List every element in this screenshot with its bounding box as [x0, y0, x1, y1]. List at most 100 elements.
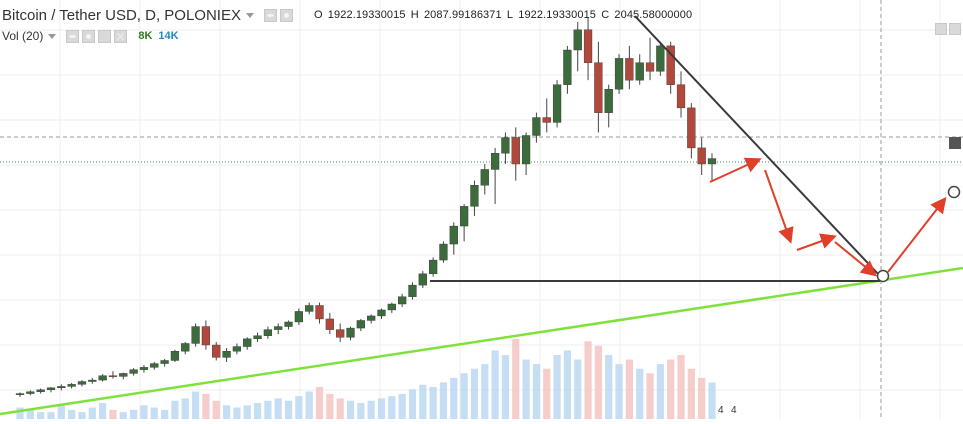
volume-bar [326, 393, 334, 419]
volume-bar [605, 355, 613, 419]
candle-body [232, 346, 242, 352]
candle-body [449, 225, 458, 245]
volume-bar [233, 407, 241, 419]
volume-bar [222, 405, 231, 419]
volume-bar [315, 387, 324, 419]
candle-body [398, 296, 407, 305]
volume-bar [574, 359, 582, 419]
candle-body [346, 327, 355, 338]
symbol-title[interactable]: Bitcoin / Tether USD, D, POLONIEX [2, 6, 241, 24]
close-icon[interactable] [114, 29, 128, 43]
descending-trendline [634, 15, 881, 277]
candle-body [129, 369, 138, 374]
volume-indicator-name[interactable]: Vol (20) [2, 29, 44, 43]
target-point [876, 269, 890, 283]
volume-bar [47, 412, 55, 419]
candle-body [139, 367, 149, 370]
candle-body [67, 384, 76, 387]
candle-body [542, 117, 551, 123]
candle-body [583, 29, 593, 63]
volume-bar [129, 409, 138, 419]
candle-body [563, 49, 572, 85]
low-value: 1922.19330015 [518, 9, 597, 21]
gear-icon[interactable] [279, 8, 293, 22]
candle-body [459, 206, 469, 227]
close-label: C [601, 9, 610, 21]
candle-body [108, 375, 118, 377]
settings-icon[interactable] [98, 29, 112, 43]
volume-bar [677, 355, 685, 419]
eye-icon[interactable] [66, 29, 80, 43]
candle-body [521, 135, 531, 165]
gear-icon[interactable] [82, 29, 96, 43]
candle-body [150, 363, 159, 368]
volume-scale-label: 4 [718, 405, 724, 416]
chevron-down-icon[interactable] [245, 12, 254, 18]
volume-bar [656, 364, 664, 419]
candle-body [305, 305, 314, 312]
volume-bar [584, 341, 592, 419]
chevron-down-icon[interactable] [48, 33, 57, 39]
volume-bar [553, 355, 561, 419]
volume-bar [99, 403, 107, 419]
volume-bar [532, 364, 541, 419]
trend-drawings [0, 15, 963, 416]
volume-bar [68, 409, 76, 419]
candle-body [532, 117, 541, 136]
volume-bar [284, 400, 293, 419]
volume-bar [377, 398, 386, 419]
volume-bar [408, 389, 417, 419]
volume-bar [305, 391, 313, 419]
candle-body [46, 387, 56, 390]
support-trendline [0, 266, 963, 416]
candle-body [98, 375, 107, 381]
candle-body [253, 335, 262, 340]
volume-bar [501, 355, 510, 419]
candle-body [501, 137, 510, 154]
move-down-icon[interactable] [935, 23, 947, 35]
volume-bar [594, 345, 603, 419]
volume-bars [16, 339, 716, 419]
volume-bar [150, 407, 158, 419]
candle-body [480, 169, 489, 186]
volume-bar [615, 364, 623, 419]
volume-bar [636, 368, 644, 419]
candle-body [201, 326, 211, 346]
candle-body [635, 62, 644, 81]
candle-body [625, 58, 634, 81]
ohlc-readout: O 1922.19330015 H 2087.99186371 L 1922.1… [314, 9, 694, 21]
volume-bar [481, 364, 489, 419]
candle-body [439, 243, 448, 261]
candle-body [552, 84, 562, 123]
candle-body [191, 326, 200, 344]
volume-bar [367, 400, 375, 419]
candle-body [408, 284, 417, 297]
eye-icon[interactable] [263, 8, 277, 22]
candlestick-series [15, 18, 717, 397]
candle-body [645, 62, 655, 72]
move-up-icon[interactable] [949, 23, 961, 35]
volume-bar [119, 412, 127, 419]
candle-body [573, 29, 582, 51]
volume-bar [336, 398, 344, 419]
candle-body [387, 303, 396, 311]
candle-body [490, 152, 500, 170]
price-label-icon[interactable] [949, 137, 961, 149]
volume-bar [687, 368, 695, 419]
volume-bar [16, 407, 24, 419]
volume-bar [346, 400, 355, 419]
volume-bar [274, 398, 282, 419]
volume-bar [388, 396, 396, 419]
candle-body [26, 391, 35, 394]
volume-bar [171, 400, 179, 419]
projection-endpoint [947, 185, 961, 199]
candle-body [429, 259, 438, 275]
candle-body [263, 329, 273, 336]
candle-body [119, 373, 128, 377]
candle-body [15, 393, 25, 395]
candle-body [604, 89, 613, 113]
candle-body [377, 309, 386, 317]
volume-ma-value: 14K [158, 30, 179, 42]
